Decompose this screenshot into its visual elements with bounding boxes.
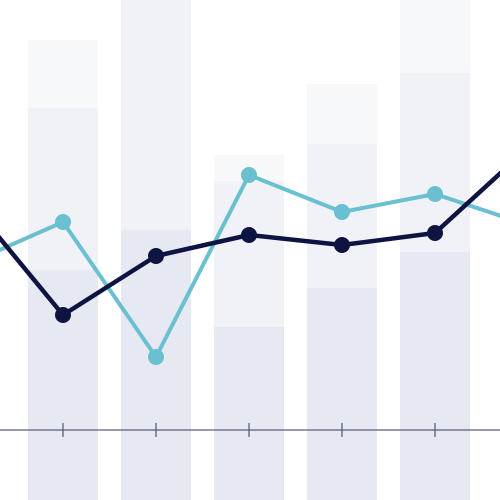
- series-2-point-2: [148, 248, 164, 264]
- series-2-point-5: [427, 225, 443, 241]
- x-axis: [0, 423, 500, 437]
- bar-1-segment-2: [28, 108, 98, 270]
- bar-4-segment-1: [307, 288, 377, 500]
- lines-group: [0, 167, 500, 365]
- bar-3-segment-1: [214, 327, 284, 500]
- bar-1-segment-3: [28, 40, 98, 108]
- series-1-point-1: [55, 214, 71, 230]
- series-1-point-5: [427, 186, 443, 202]
- series-1-point-2: [148, 349, 164, 365]
- bar-1-segment-1: [28, 270, 98, 500]
- bar-5-segment-2: [400, 73, 470, 252]
- series-2-point-3: [241, 227, 257, 243]
- series-1-point-4: [334, 204, 350, 220]
- series-1-point-3: [241, 167, 257, 183]
- series-2-line: [0, 170, 500, 318]
- series-2-point-1: [55, 307, 71, 323]
- series-1-line: [0, 173, 500, 359]
- bar-2-segment-2: [121, 0, 191, 230]
- bar-4-segment-3: [307, 84, 377, 144]
- bar-5-segment-1: [400, 252, 470, 500]
- bar-3-segment-2: [214, 181, 284, 327]
- bar-5-segment-3: [400, 0, 470, 73]
- series-2-point-4: [334, 237, 350, 253]
